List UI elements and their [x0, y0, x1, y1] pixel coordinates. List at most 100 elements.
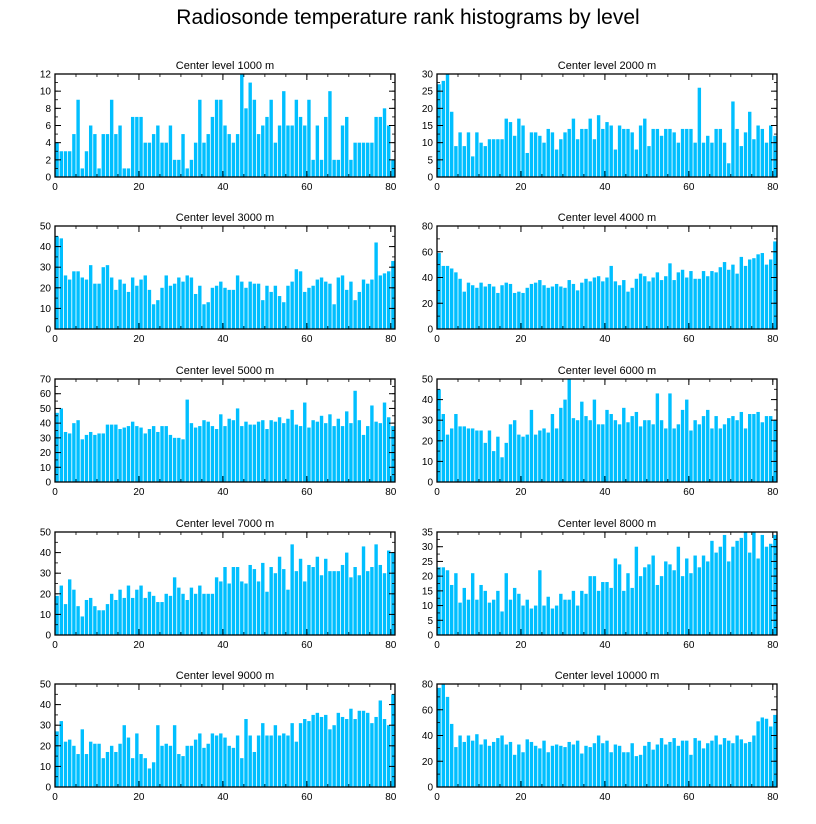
y-tick-label: 25 — [422, 87, 434, 98]
bar — [701, 748, 706, 788]
bar — [605, 122, 609, 177]
bar — [353, 719, 357, 787]
bar — [756, 411, 760, 482]
bar — [756, 125, 760, 177]
bar — [143, 433, 147, 482]
bar — [214, 99, 219, 177]
bar — [651, 555, 655, 635]
bar — [130, 597, 135, 635]
bar — [483, 146, 487, 177]
bar — [126, 168, 131, 177]
bar — [508, 122, 513, 177]
bar — [773, 534, 777, 635]
bar — [130, 421, 135, 482]
bar — [479, 744, 483, 787]
bar — [668, 263, 672, 329]
y-tick-label: 10 — [40, 762, 52, 773]
y-tick-label: 30 — [40, 721, 52, 732]
bar — [214, 429, 219, 482]
bar — [580, 128, 584, 177]
bar — [97, 433, 101, 482]
bar — [336, 277, 341, 329]
bar — [571, 418, 576, 482]
bar — [525, 599, 529, 635]
panel-8: Center level 9000 m 0 10 20 30 40 50 0 20 40 60 80 — [40, 670, 397, 803]
bar — [764, 416, 769, 482]
bar — [261, 300, 265, 329]
bar — [613, 149, 618, 177]
bar — [462, 741, 466, 787]
bar — [324, 281, 328, 329]
bar — [328, 283, 332, 329]
bar — [206, 593, 210, 635]
bar — [248, 735, 252, 787]
y-tick-label: 70 — [40, 375, 52, 386]
bar — [366, 142, 370, 177]
y-tick-label: 50 — [40, 528, 52, 539]
bar — [521, 436, 525, 482]
bar — [647, 281, 651, 329]
bar — [718, 128, 723, 177]
bar — [575, 605, 580, 635]
y-tick-label: 20 — [422, 436, 434, 447]
bar — [231, 142, 236, 177]
bar — [466, 599, 471, 635]
bar — [345, 411, 349, 482]
x-tick-label: 60 — [683, 640, 695, 651]
bar — [563, 287, 567, 329]
bar — [172, 577, 177, 635]
bar — [88, 125, 93, 177]
bar — [76, 99, 80, 177]
bar — [160, 142, 164, 177]
bar — [718, 546, 723, 635]
bar — [370, 142, 374, 177]
bar — [449, 723, 454, 787]
bar — [601, 582, 605, 635]
bar — [240, 758, 244, 787]
bar — [521, 125, 525, 177]
bar — [722, 534, 727, 635]
bar — [748, 111, 752, 177]
bar — [391, 261, 395, 329]
bar — [370, 405, 374, 482]
bar — [315, 556, 320, 635]
bar — [244, 421, 248, 482]
bar — [261, 562, 265, 635]
bar — [550, 414, 555, 482]
bar — [223, 737, 227, 787]
bar — [55, 595, 59, 635]
bar — [512, 135, 517, 177]
bar — [550, 286, 555, 329]
bar — [735, 273, 739, 329]
bar — [164, 142, 168, 177]
bar — [529, 741, 534, 787]
bar — [605, 277, 609, 329]
bar — [655, 393, 660, 482]
bar — [55, 412, 59, 482]
bar — [567, 599, 571, 635]
bar — [126, 291, 131, 329]
bar — [769, 543, 773, 635]
bar — [202, 142, 206, 177]
y-tick-label: 80 — [422, 222, 434, 233]
bar — [294, 571, 299, 635]
bar — [84, 599, 89, 635]
bar — [206, 421, 210, 482]
bar — [533, 745, 538, 787]
y-tick-label: 0 — [427, 783, 433, 794]
bar — [718, 744, 723, 787]
bar — [752, 414, 756, 482]
x-tick-label: 40 — [217, 792, 229, 803]
bar — [727, 269, 731, 329]
bar — [693, 738, 697, 787]
bar — [466, 282, 471, 329]
bar — [273, 725, 278, 787]
bar — [626, 422, 630, 482]
bar — [659, 738, 664, 787]
bar — [622, 280, 626, 329]
bar — [458, 132, 462, 177]
x-tick-label: 80 — [767, 182, 779, 193]
bar — [319, 159, 324, 177]
bar — [580, 282, 584, 329]
bar — [601, 424, 605, 482]
